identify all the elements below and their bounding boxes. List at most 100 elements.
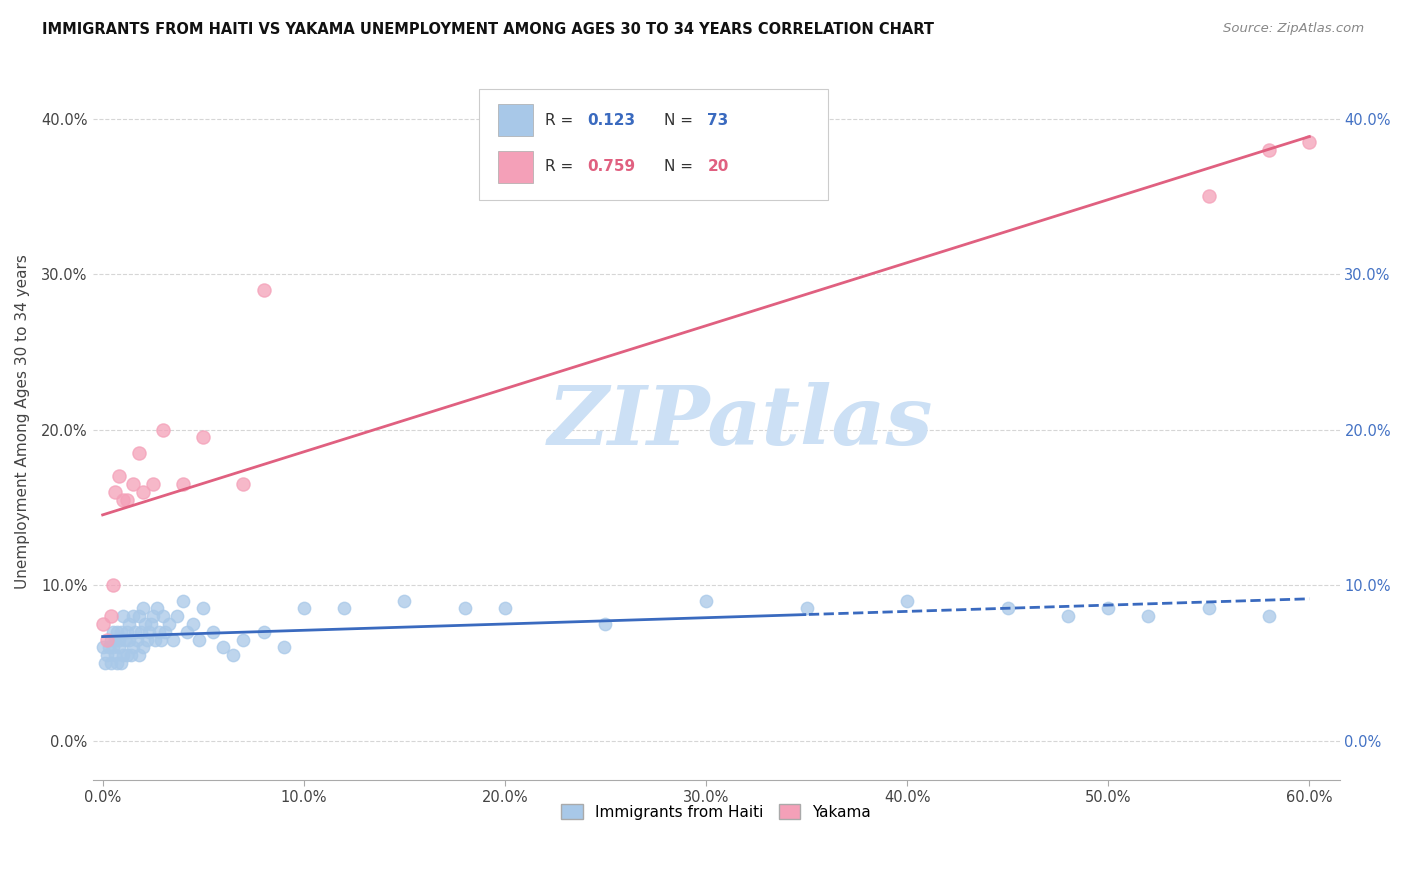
Text: R =: R =	[546, 160, 578, 174]
Point	[129, 624, 152, 639]
Point	[896, 593, 918, 607]
FancyBboxPatch shape	[498, 104, 533, 136]
Point	[232, 632, 254, 647]
Point	[1298, 135, 1320, 149]
Point	[222, 648, 245, 662]
Point	[997, 601, 1019, 615]
Text: N =: N =	[664, 112, 697, 128]
Point	[111, 648, 134, 662]
Point	[91, 640, 114, 655]
Point	[193, 430, 215, 444]
Point	[101, 578, 124, 592]
Text: Source: ZipAtlas.com: Source: ZipAtlas.com	[1223, 22, 1364, 36]
Point	[100, 609, 122, 624]
Point	[166, 609, 188, 624]
Point	[252, 283, 274, 297]
Point	[292, 601, 315, 615]
Point	[172, 477, 194, 491]
Point	[115, 624, 138, 639]
Point	[796, 601, 818, 615]
Point	[162, 632, 184, 647]
Point	[104, 648, 127, 662]
Point	[148, 624, 170, 639]
Point	[115, 648, 138, 662]
Point	[115, 492, 138, 507]
Point	[188, 632, 211, 647]
Text: 73: 73	[707, 112, 728, 128]
Point	[1057, 609, 1080, 624]
Point	[111, 492, 134, 507]
Point	[110, 656, 132, 670]
Point	[333, 601, 356, 615]
Point	[96, 632, 118, 647]
Point	[1097, 601, 1119, 615]
Point	[453, 601, 475, 615]
Text: 0.759: 0.759	[588, 160, 636, 174]
Point	[111, 609, 134, 624]
Point	[101, 640, 124, 655]
Point	[114, 632, 136, 647]
Y-axis label: Unemployment Among Ages 30 to 34 years: Unemployment Among Ages 30 to 34 years	[15, 254, 30, 590]
Point	[128, 609, 150, 624]
Point	[107, 469, 129, 483]
Text: N =: N =	[664, 160, 697, 174]
Point	[232, 477, 254, 491]
Point	[273, 640, 295, 655]
Point	[128, 648, 150, 662]
Point	[152, 609, 174, 624]
Point	[118, 632, 141, 647]
Point	[128, 446, 150, 460]
Point	[202, 624, 225, 639]
Point	[100, 632, 122, 647]
Point	[93, 656, 115, 670]
Point	[121, 640, 143, 655]
Point	[105, 656, 128, 670]
Point	[181, 617, 204, 632]
Point	[1258, 143, 1281, 157]
Point	[132, 484, 155, 499]
Text: ZIPatlas: ZIPatlas	[548, 382, 934, 462]
Point	[91, 617, 114, 632]
Point	[107, 640, 129, 655]
FancyBboxPatch shape	[479, 89, 828, 200]
Point	[105, 624, 128, 639]
Point	[595, 617, 617, 632]
Point	[1258, 609, 1281, 624]
Point	[142, 477, 165, 491]
Point	[118, 617, 141, 632]
Point	[394, 593, 416, 607]
Point	[110, 624, 132, 639]
Text: IMMIGRANTS FROM HAITI VS YAKAMA UNEMPLOYMENT AMONG AGES 30 TO 34 YEARS CORRELATI: IMMIGRANTS FROM HAITI VS YAKAMA UNEMPLOY…	[42, 22, 934, 37]
Point	[100, 656, 122, 670]
Point	[104, 484, 127, 499]
Point	[134, 617, 156, 632]
Legend: Immigrants from Haiti, Yakama: Immigrants from Haiti, Yakama	[555, 797, 877, 826]
Text: 20: 20	[707, 160, 728, 174]
Point	[212, 640, 235, 655]
Point	[97, 640, 120, 655]
FancyBboxPatch shape	[498, 151, 533, 183]
Point	[142, 609, 165, 624]
Point	[152, 423, 174, 437]
Point	[143, 632, 166, 647]
Point	[138, 624, 160, 639]
Point	[135, 632, 157, 647]
Text: R =: R =	[546, 112, 578, 128]
Point	[146, 601, 169, 615]
Point	[695, 593, 717, 607]
Point	[104, 632, 127, 647]
Point	[1198, 189, 1220, 203]
Point	[132, 640, 155, 655]
Point	[1198, 601, 1220, 615]
Point	[149, 632, 172, 647]
Point	[121, 609, 143, 624]
Point	[193, 601, 215, 615]
Point	[101, 624, 124, 639]
Point	[139, 617, 162, 632]
Point	[157, 617, 180, 632]
Point	[252, 624, 274, 639]
Point	[107, 632, 129, 647]
Point	[1137, 609, 1160, 624]
Point	[176, 624, 198, 639]
Point	[96, 648, 118, 662]
